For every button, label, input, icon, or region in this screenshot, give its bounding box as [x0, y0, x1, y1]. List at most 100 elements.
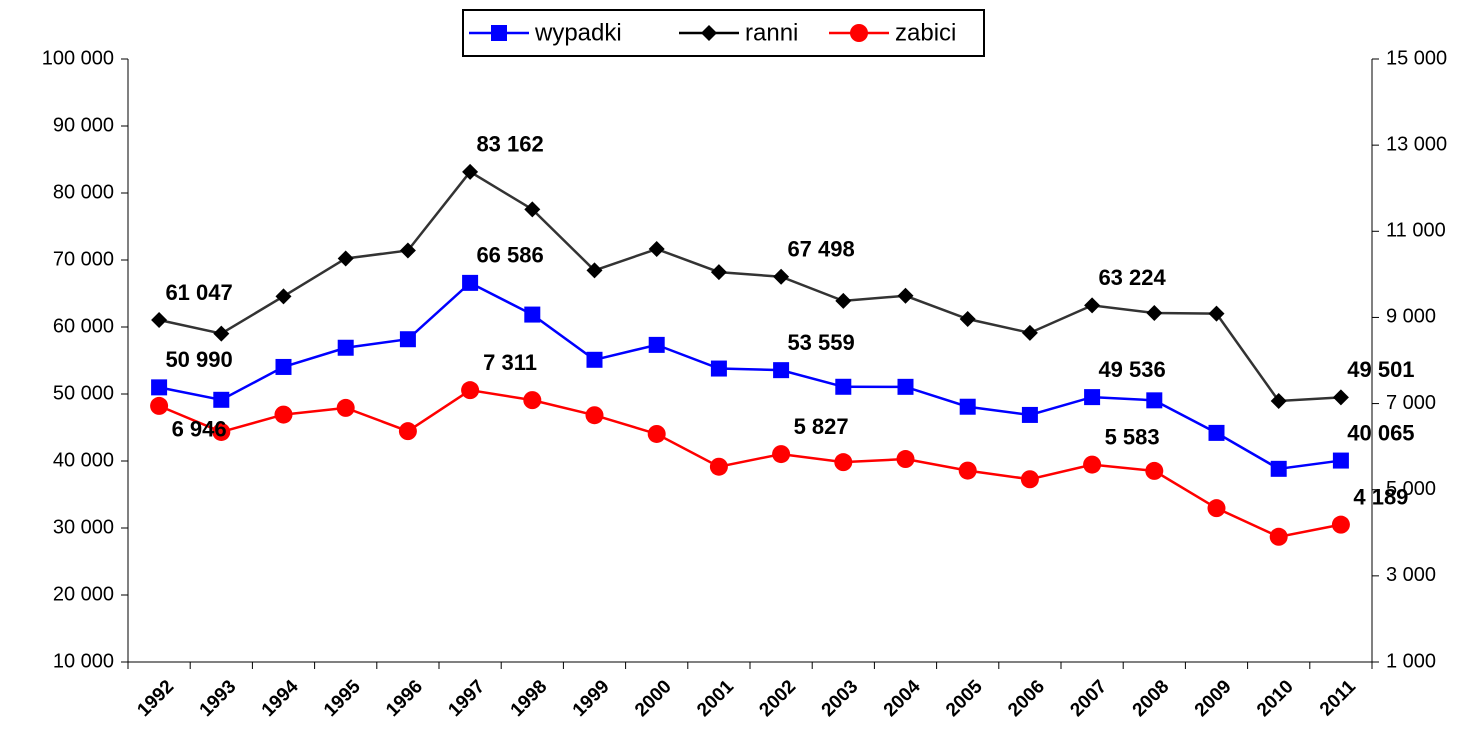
- marker: [959, 311, 976, 328]
- marker: [648, 336, 665, 353]
- x-tick-label: 2005: [942, 676, 987, 721]
- marker: [461, 381, 480, 400]
- y2-tick-label: 15 000: [1386, 47, 1447, 69]
- marker: [647, 424, 666, 443]
- marker: [1145, 461, 1164, 480]
- marker: [834, 453, 853, 472]
- marker: [275, 288, 292, 305]
- legend: wypadki ranni zabici: [462, 9, 985, 57]
- x-tick-label: 1993: [196, 676, 241, 721]
- value-label: 49 536: [1098, 357, 1165, 382]
- x-tick-label: 2004: [880, 676, 925, 721]
- x-tick-label: 1996: [382, 676, 427, 721]
- x-tick-label: 2009: [1191, 676, 1236, 721]
- value-label: 61 047: [165, 280, 232, 305]
- y-tick-label: 10 000: [53, 650, 114, 672]
- marker: [524, 306, 541, 323]
- value-label: 6 946: [172, 417, 227, 442]
- marker: [1331, 515, 1350, 534]
- x-tick-label: 2001: [693, 676, 738, 721]
- marker: [337, 250, 354, 267]
- marker: [1146, 304, 1163, 321]
- legend-marker: [491, 25, 507, 41]
- marker: [896, 450, 915, 469]
- marker: [151, 311, 168, 328]
- y-tick-label: 40 000: [53, 449, 114, 471]
- legend-marker: [850, 24, 868, 42]
- y-tick-label: 70 000: [53, 248, 114, 270]
- marker: [772, 445, 791, 464]
- value-label: 83 162: [476, 132, 543, 157]
- marker: [212, 422, 231, 441]
- value-label: 63 224: [1098, 265, 1166, 290]
- marker: [1207, 499, 1226, 518]
- x-tick-label: 1999: [569, 676, 614, 721]
- y2-tick-label: 1 000: [1386, 650, 1436, 672]
- value-label: 4 189: [1353, 484, 1408, 509]
- x-tick-label: 2003: [818, 676, 863, 721]
- value-label: 49 501: [1347, 357, 1414, 382]
- y2-tick-label: 13 000: [1386, 133, 1447, 155]
- y2-tick-label: 11 000: [1386, 220, 1446, 242]
- value-label: 53 559: [787, 330, 854, 355]
- marker: [585, 406, 604, 425]
- marker: [1021, 406, 1038, 423]
- marker: [213, 325, 230, 342]
- x-tick-label: 1997: [444, 676, 489, 721]
- y2-tick-label: 7 000: [1386, 392, 1436, 414]
- x-tick-label: 1998: [507, 676, 552, 721]
- legend-marker: [701, 25, 717, 41]
- marker: [586, 351, 603, 368]
- marker: [1208, 305, 1225, 322]
- marker: [709, 457, 728, 476]
- marker: [462, 163, 479, 180]
- marker: [524, 201, 541, 218]
- marker: [1270, 393, 1287, 410]
- series-line: [158, 388, 1342, 539]
- marker: [1270, 460, 1287, 477]
- x-tick-label: 2010: [1253, 676, 1298, 721]
- marker: [275, 358, 292, 375]
- legend-label: wypadki: [534, 19, 622, 46]
- x-tick-label: 1994: [258, 676, 303, 721]
- marker: [1269, 527, 1288, 546]
- y-tick-label: 60 000: [53, 315, 114, 337]
- marker: [337, 339, 354, 356]
- marker: [1083, 455, 1102, 474]
- x-tick-label: 2008: [1129, 676, 1174, 721]
- marker: [274, 405, 293, 424]
- marker: [151, 379, 168, 396]
- marker: [1020, 470, 1039, 489]
- x-tick-label: 2006: [1004, 676, 1049, 721]
- marker: [1208, 424, 1225, 441]
- marker: [835, 378, 852, 395]
- x-tick-label: 2007: [1066, 676, 1111, 721]
- marker: [523, 391, 542, 410]
- marker: [399, 242, 416, 259]
- marker: [1332, 452, 1349, 469]
- y-tick-label: 80 000: [53, 181, 114, 203]
- marker: [835, 292, 852, 309]
- legend-label: zabici: [895, 19, 956, 46]
- legend-label: ranni: [745, 19, 798, 46]
- marker: [1021, 324, 1038, 341]
- value-label: 7 311: [483, 350, 537, 375]
- marker: [1146, 392, 1163, 409]
- marker: [336, 398, 355, 417]
- series-line: [158, 281, 1342, 471]
- x-tick-label: 2002: [755, 676, 800, 721]
- marker: [1332, 389, 1349, 406]
- y-tick-label: 50 000: [53, 382, 114, 404]
- x-tick-label: 2000: [631, 676, 676, 721]
- marker: [1084, 297, 1101, 314]
- marker: [213, 391, 230, 408]
- x-tick-label: 1992: [133, 676, 178, 721]
- marker: [897, 287, 914, 304]
- series-line: [158, 170, 1341, 403]
- marker: [710, 264, 727, 281]
- y2-tick-label: 5 000: [1386, 478, 1436, 500]
- y2-tick-label: 3 000: [1386, 564, 1436, 586]
- marker: [773, 362, 790, 379]
- marker: [150, 396, 169, 415]
